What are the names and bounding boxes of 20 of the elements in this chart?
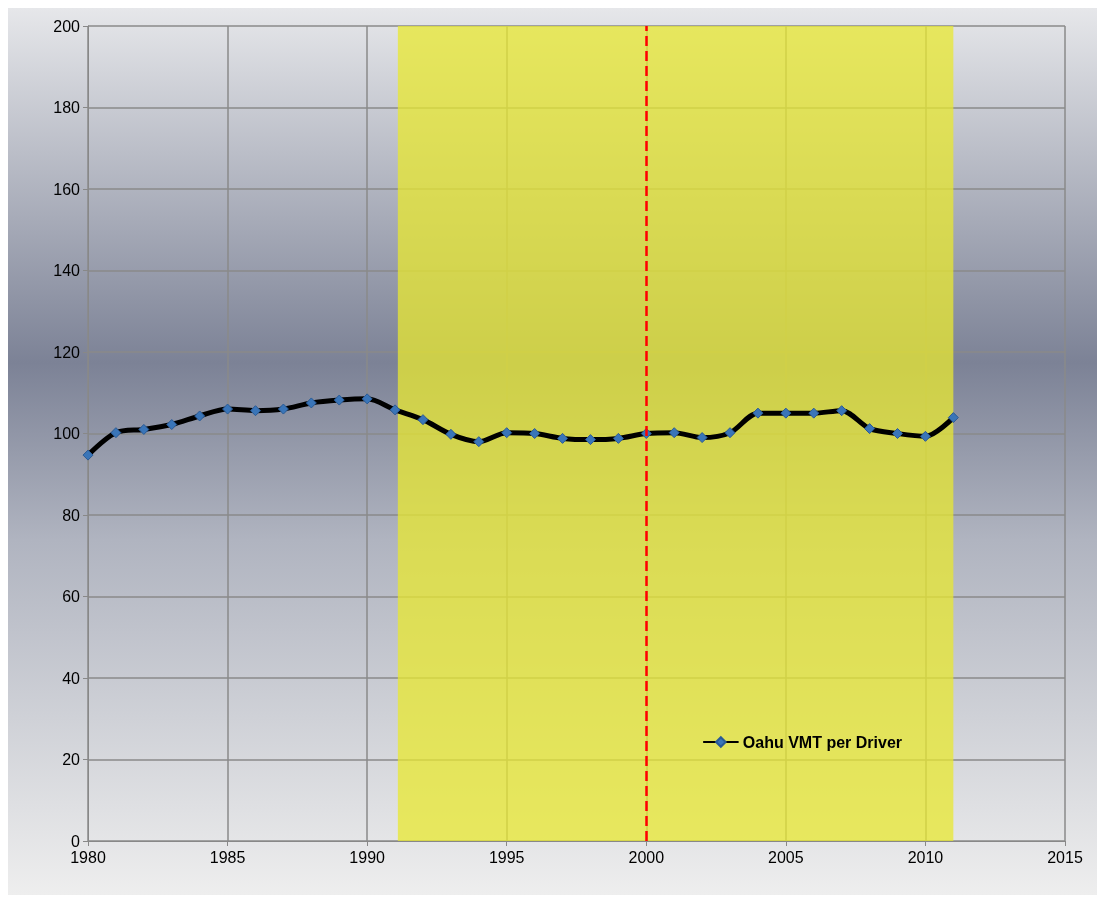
x-tick-label: 1990	[349, 848, 386, 866]
y-tick-label: 100	[53, 425, 81, 442]
x-tick-label: 1995	[488, 848, 525, 866]
y-tick-label: 0	[71, 832, 81, 850]
legend-label: Oahu VMT per Driver	[742, 733, 903, 751]
x-tick-label: 2015	[1047, 848, 1083, 866]
y-tick-label: 60	[62, 588, 81, 605]
y-tick-label: 160	[53, 180, 81, 198]
x-tick-label: 2010	[907, 848, 944, 866]
x-tick-label: 1980	[70, 848, 106, 866]
y-tick-label: 140	[53, 262, 81, 279]
y-tick-label: 20	[62, 751, 81, 768]
y-tick-label: 200	[53, 17, 81, 35]
y-tick-label: 180	[53, 99, 81, 116]
y-tick-label: 120	[53, 343, 81, 361]
y-tick-label: 80	[62, 506, 81, 524]
x-tick-label: 1985	[209, 848, 246, 866]
y-tick-label: 40	[62, 669, 81, 687]
x-tick-label: 2005	[768, 848, 804, 866]
x-tick-label: 2000	[628, 848, 665, 866]
